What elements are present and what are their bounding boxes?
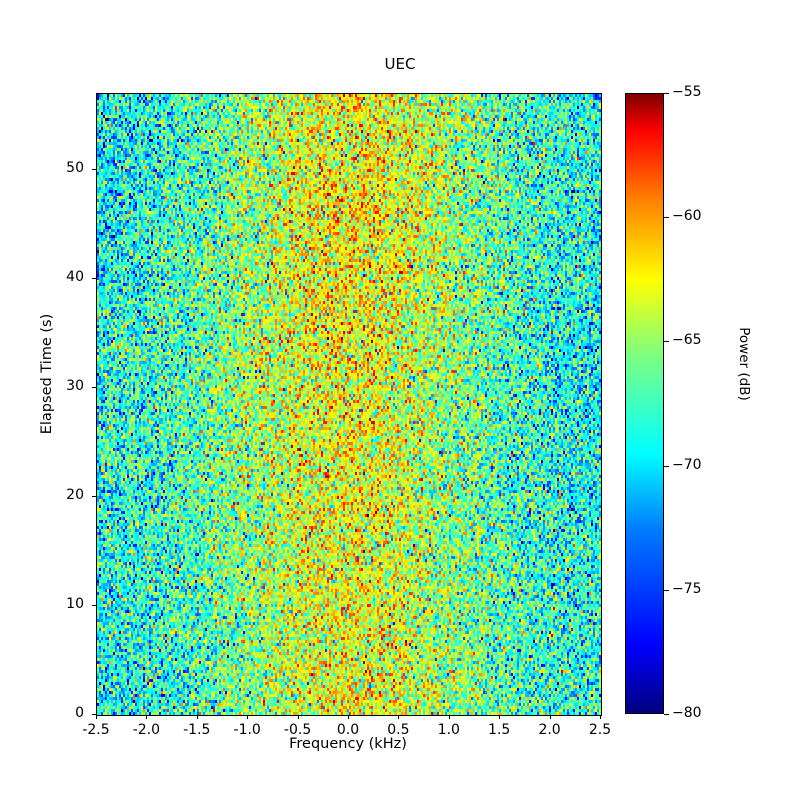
y-tick-mark: [92, 169, 96, 170]
x-tick-label: 1.5: [488, 722, 511, 738]
colorbar-tick-mark: [664, 466, 669, 467]
y-tick-label: 40: [66, 269, 84, 286]
x-tick-mark: [550, 715, 551, 719]
y-tick-mark: [92, 496, 96, 497]
x-tick-mark: [96, 715, 97, 719]
x-tick-label: 2.0: [538, 722, 561, 738]
colorbar-wrap: [625, 93, 664, 714]
colorbar-tick-label: −55: [672, 84, 702, 100]
colorbar-tick-mark: [664, 341, 669, 342]
x-tick-label: -0.5: [283, 722, 312, 738]
page-title: UEC: [384, 55, 416, 73]
x-tick-mark: [146, 715, 147, 719]
x-axis-label: Frequency (kHz): [289, 736, 407, 752]
y-tick-label: 50: [66, 160, 84, 177]
colorbar-tick-label: −70: [672, 456, 702, 473]
y-tick-label: 0: [75, 705, 84, 721]
colorbar-label: Power (dB): [736, 327, 752, 401]
y-tick-mark: [92, 714, 96, 715]
x-tick-label: 2.5: [588, 722, 612, 738]
y-tick-label: 30: [66, 378, 84, 395]
x-tick-mark: [197, 715, 198, 719]
spectrogram-plot-area: [96, 93, 602, 716]
x-tick-mark: [348, 715, 349, 719]
x-tick-mark: [298, 715, 299, 719]
colorbar-tick-label: −65: [672, 332, 702, 349]
y-tick-mark: [92, 605, 96, 606]
y-tick-label: 10: [66, 596, 84, 613]
y-axis-label: Elapsed Time (s): [39, 313, 55, 435]
x-tick-label: -1.0: [233, 722, 261, 738]
x-tick-mark: [499, 715, 500, 719]
x-tick-mark: [600, 715, 601, 719]
colorbar-tick-label: −60: [672, 208, 702, 225]
x-tick-label: 1.0: [437, 722, 460, 738]
colorbar-tick-label: −75: [672, 580, 702, 597]
x-tick-mark: [398, 715, 399, 719]
x-tick-mark: [449, 715, 450, 719]
x-tick-mark: [247, 715, 248, 719]
colorbar-gradient: [625, 93, 664, 714]
colorbar-tick-mark: [664, 93, 669, 94]
y-tick-mark: [92, 387, 96, 388]
x-tick-label: -2.0: [132, 722, 161, 738]
y-tick-mark: [92, 278, 96, 279]
colorbar-tick-mark: [664, 217, 669, 218]
colorbar-tick-mark: [664, 590, 669, 591]
x-tick-label: 0.5: [387, 722, 410, 738]
y-tick-label: 20: [66, 487, 84, 504]
colorbar-tick-label: −80: [672, 705, 702, 721]
x-tick-label: -2.5: [82, 722, 110, 738]
colorbar-tick-mark: [664, 714, 669, 715]
x-tick-label: 0.0: [336, 722, 360, 738]
x-tick-label: -1.5: [183, 722, 211, 738]
spectrogram-image: [97, 94, 601, 715]
